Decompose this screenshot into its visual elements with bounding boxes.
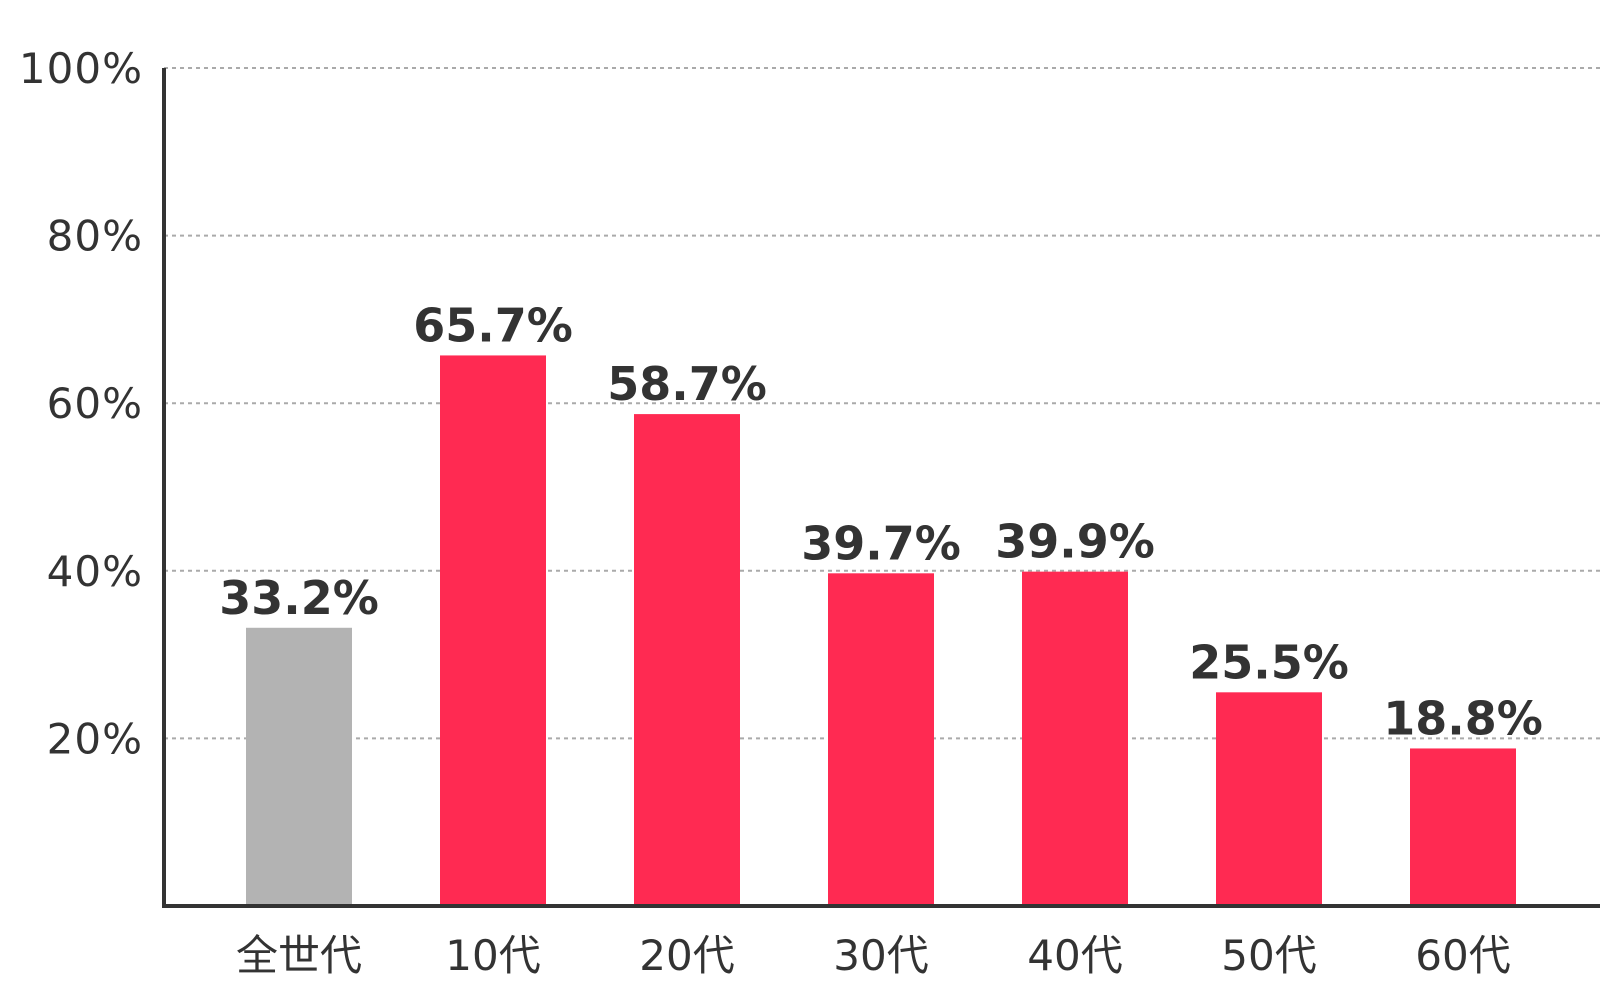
bars: [246, 355, 1516, 907]
y-axis-ticks: 20% 40% 60% 80% 100%: [19, 44, 143, 763]
bar: [440, 355, 546, 907]
x-tick-label: 60代: [1415, 931, 1510, 980]
data-label: 33.2%: [219, 571, 379, 625]
data-label: 39.9%: [995, 515, 1155, 569]
x-tick-label: 全世代: [236, 931, 362, 980]
x-tick-label: 20代: [639, 931, 734, 980]
bar: [828, 573, 934, 906]
y-tick-label: 20%: [47, 714, 143, 763]
y-tick-label: 80%: [47, 212, 143, 261]
data-label: 65.7%: [413, 298, 573, 352]
bar: [634, 414, 740, 906]
y-tick-label: 40%: [47, 547, 143, 596]
data-label: 18.8%: [1383, 691, 1543, 745]
y-tick-label: 60%: [47, 379, 143, 428]
value-labels: 33.2% 65.7% 58.7% 39.7% 39.9% 25.5% 18.8%: [219, 298, 1543, 745]
category-labels: 全世代 10代 20代 30代 40代 50代 60代: [236, 931, 1511, 980]
x-tick-label: 50代: [1221, 931, 1316, 980]
x-tick-label: 10代: [445, 931, 540, 980]
y-tick-label: 100%: [19, 44, 143, 93]
bar: [246, 627, 352, 906]
bar: [1410, 748, 1516, 906]
x-tick-label: 30代: [833, 931, 928, 980]
data-label: 25.5%: [1189, 635, 1349, 689]
data-label: 58.7%: [607, 357, 767, 411]
bar: [1022, 571, 1128, 906]
data-label: 39.7%: [801, 516, 961, 570]
bar: [1216, 692, 1322, 906]
x-tick-label: 40代: [1027, 931, 1122, 980]
